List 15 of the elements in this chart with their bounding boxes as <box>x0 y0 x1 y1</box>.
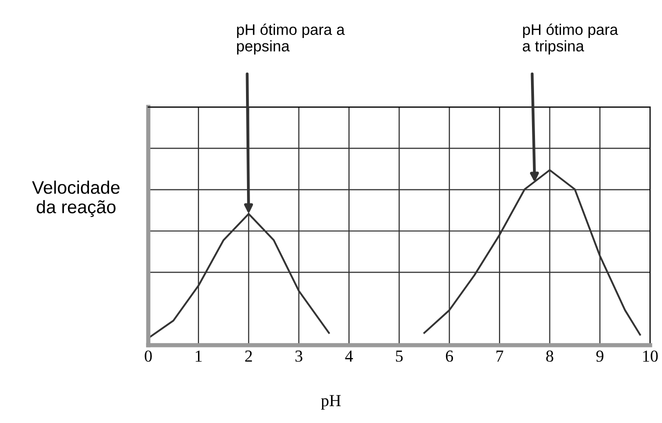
annotation: pH ótimo para a pepsina <box>237 24 345 54</box>
x-tick-label: 8 <box>546 350 554 362</box>
x-tick-label: 6 <box>446 350 454 362</box>
x-tick-label: 7 <box>496 350 504 362</box>
x-axis-title: pH <box>321 395 341 410</box>
x-tick-label: 9 <box>596 350 604 362</box>
x-tick-label: 10 <box>643 350 658 362</box>
x-tick-label: 1 <box>196 350 202 362</box>
x-tick-label: 0 <box>144 350 152 362</box>
x-tick-label: 5 <box>396 350 403 362</box>
y-axis-title: Velocidade da reação <box>32 180 120 217</box>
x-tick-label: 4 <box>345 350 353 362</box>
x-tick-label: 2 <box>245 350 252 362</box>
x-tick-label: 3 <box>295 350 302 362</box>
annotation: pH ótimo para a tripsina <box>522 24 618 54</box>
